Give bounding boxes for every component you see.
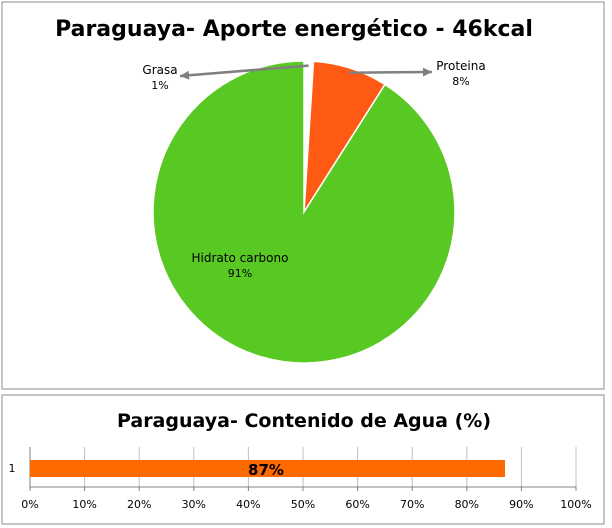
pie-label-proteina: Proteina <box>436 59 485 73</box>
x-tick-label: 80% <box>455 498 479 511</box>
pie-value-proteina: 8% <box>452 75 469 88</box>
pie-slice-hidrato-carbono <box>152 60 456 364</box>
pie <box>152 60 456 364</box>
pie-chart-title: Paraguaya- Aporte energético - 46kcal <box>55 17 533 42</box>
bar-data-label: 87% <box>248 461 284 479</box>
x-tick-label: 100% <box>560 498 591 511</box>
x-tick-label: 30% <box>182 498 206 511</box>
proteina-leader-line <box>349 70 433 74</box>
pie-labels: Grasa 1% Proteina 8% Hidrato carbono 91% <box>142 59 485 280</box>
proteina-leader-line-head <box>422 67 432 77</box>
bar-plot: 0% 10% 20% 30% 40% 50% 60% 70% 80% 90% 100% 1 87% <box>9 447 592 511</box>
x-tick-label: 10% <box>72 498 96 511</box>
bar-chart-title: Paraguaya- Contenido de Agua (%) <box>117 410 491 432</box>
x-tick-label: 90% <box>509 498 533 511</box>
grasa-leader-line <box>179 64 309 78</box>
pie-label-grasa: Grasa <box>142 63 177 77</box>
pie-value-hidrato-carbono: 91% <box>228 267 252 280</box>
x-tick-label: 0% <box>21 498 38 511</box>
pie-value-grasa: 1% <box>151 79 168 92</box>
x-tick-label: 40% <box>236 498 260 511</box>
y-tick-label: 1 <box>9 462 16 475</box>
x-tick-label: 50% <box>291 498 315 511</box>
x-tick-label: 20% <box>127 498 151 511</box>
bar-1 <box>30 460 506 477</box>
x-tick-label: 70% <box>400 498 424 511</box>
pie-label-hidrato-carbono: Hidrato carbono <box>192 251 289 265</box>
grasa-leader-line-head <box>180 70 190 80</box>
x-tick-label: 60% <box>345 498 369 511</box>
